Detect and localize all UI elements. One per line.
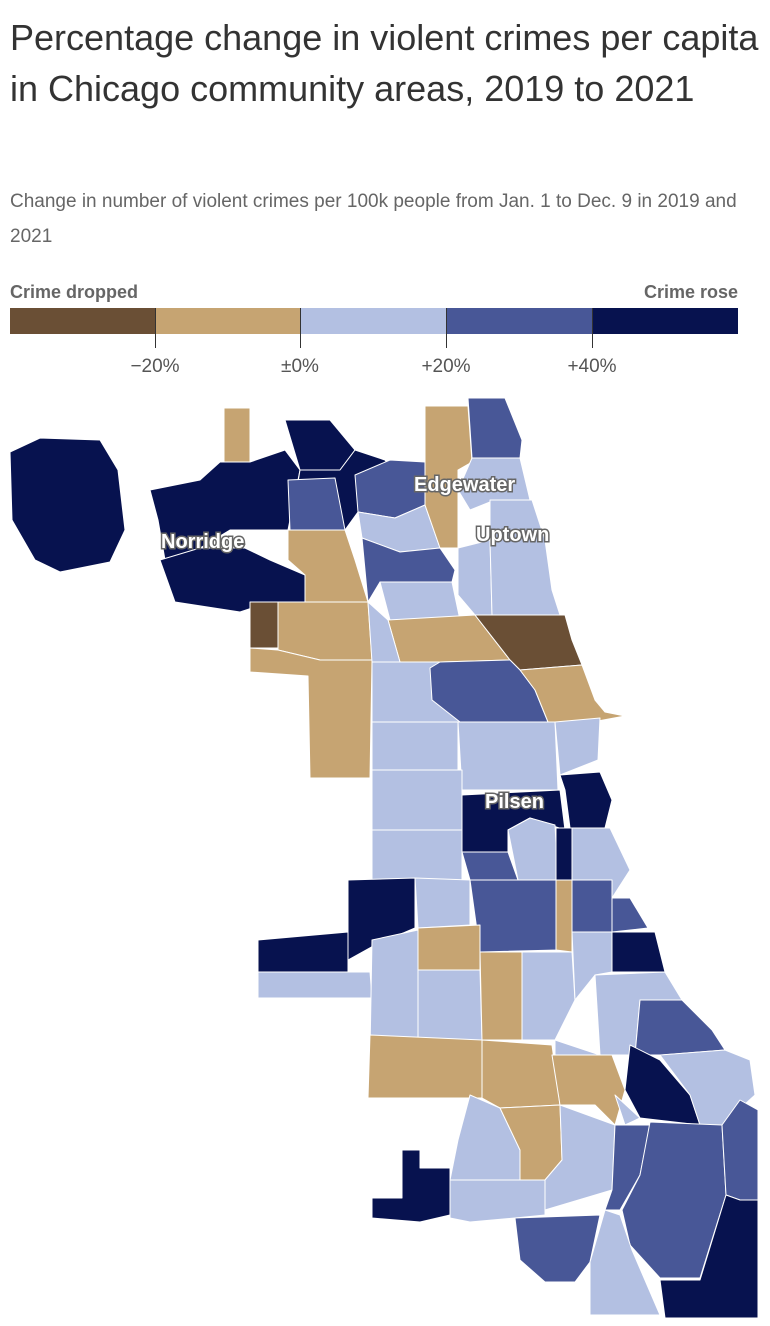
community-area xyxy=(457,721,559,791)
community-area xyxy=(469,879,559,953)
legend-tick-label: +40% xyxy=(567,356,617,377)
chicago-map: Edgewater Uptown Norridge Pilsen xyxy=(9,397,759,1319)
community-area xyxy=(379,581,461,621)
community-area xyxy=(519,664,626,729)
legend-tick-label: +20% xyxy=(421,356,471,377)
community-area xyxy=(249,601,279,649)
legend-tick-label: −20% xyxy=(130,356,180,377)
community-area xyxy=(417,924,481,971)
community-area xyxy=(571,879,613,933)
legend-tick-label: ±0% xyxy=(281,356,319,377)
community-area xyxy=(9,437,126,573)
community-area xyxy=(559,771,613,829)
community-area xyxy=(249,647,373,779)
community-area xyxy=(589,1209,661,1316)
legend-left-label: Crime dropped xyxy=(10,282,139,302)
legend-swatch-5 xyxy=(592,308,738,334)
legend-color-scale xyxy=(10,308,738,334)
legend-swatch-4 xyxy=(446,308,593,334)
community-area xyxy=(571,931,613,1001)
legend-tick xyxy=(592,308,593,348)
community-area xyxy=(223,407,251,463)
community-area xyxy=(371,1149,451,1223)
community-area xyxy=(257,931,349,973)
community-area xyxy=(417,969,483,1041)
community-area xyxy=(457,539,493,616)
community-area xyxy=(369,929,419,1053)
community-area xyxy=(507,817,559,881)
legend-right-label: Crime rose xyxy=(643,282,738,302)
community-area xyxy=(555,879,573,953)
legend-swatch-3 xyxy=(301,308,447,334)
community-area xyxy=(371,721,459,771)
community-area xyxy=(361,537,456,603)
community-area xyxy=(461,851,519,881)
label-pilsen: Pilsen xyxy=(485,791,544,813)
community-area xyxy=(489,499,561,616)
community-area xyxy=(481,1039,561,1109)
community-area xyxy=(611,931,666,973)
legend-tick xyxy=(446,308,447,348)
community-area xyxy=(371,769,463,831)
legend-swatch-2 xyxy=(155,308,302,334)
community-area xyxy=(449,1179,546,1223)
label-norridge: Norridge xyxy=(161,531,244,553)
community-area xyxy=(479,951,523,1041)
community-area xyxy=(467,397,523,459)
label-edgewater: Edgewater xyxy=(414,474,515,496)
community-area xyxy=(277,601,373,661)
community-area xyxy=(521,951,576,1041)
chart-title: Percentage change in violent crimes per … xyxy=(10,17,759,109)
community-area xyxy=(514,1214,601,1283)
community-area xyxy=(555,827,573,881)
community-area xyxy=(367,1034,483,1099)
label-uptown: Uptown xyxy=(476,524,549,546)
community-area xyxy=(611,897,649,933)
community-area xyxy=(287,477,346,531)
community-area xyxy=(284,419,356,471)
legend-tick xyxy=(300,308,301,348)
chart-subtitle: Change in number of violent crimes per 1… xyxy=(10,191,737,247)
community-area xyxy=(257,971,373,999)
community-area xyxy=(614,1094,641,1126)
legend-tick xyxy=(155,308,156,348)
legend-swatch-1 xyxy=(10,308,156,334)
community-area xyxy=(414,877,471,929)
community-area xyxy=(659,1194,759,1319)
community-area xyxy=(634,999,726,1056)
community-area xyxy=(554,717,601,776)
